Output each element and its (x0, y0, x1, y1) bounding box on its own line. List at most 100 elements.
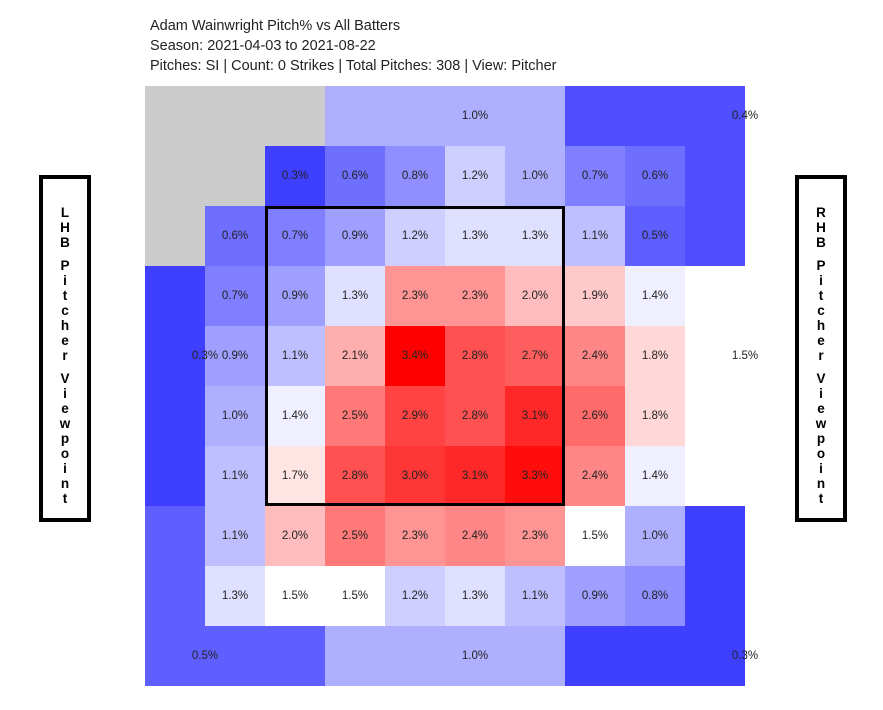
outer-zone-label: 0.3% (732, 650, 758, 662)
heatmap-cell (445, 386, 505, 446)
heatmap-cell (205, 206, 265, 266)
heatmap-cell (445, 146, 505, 206)
heatmap-cell-label: 0.7% (282, 230, 308, 242)
heatmap-cell (625, 146, 685, 206)
heatmap-cell (565, 146, 625, 206)
heatmap-cell (265, 386, 325, 446)
heatmap-cell-label: 1.3% (522, 230, 548, 242)
heatmap-cell-label: 1.3% (342, 290, 368, 302)
heatmap-cell (385, 506, 445, 566)
heatmap-cell (565, 566, 625, 626)
heatmap-cell-label: 0.9% (342, 230, 368, 242)
heatmap-cell (205, 386, 265, 446)
outer-zone-label: 0.5% (192, 650, 218, 662)
heatmap-cell (205, 446, 265, 506)
heatmap-cell (445, 566, 505, 626)
heatmap-cell (445, 446, 505, 506)
heatmap-cell-label: 0.6% (222, 230, 248, 242)
heatmap-cell-label: 1.8% (642, 410, 668, 422)
heatmap-cell (505, 326, 565, 386)
heatmap-cell (385, 266, 445, 326)
heatmap-cell (625, 326, 685, 386)
heatmap-cell-label: 1.0% (642, 530, 668, 542)
heatmap-cell (505, 206, 565, 266)
heatmap-cell-label: 2.6% (582, 410, 608, 422)
heatmap-cell-label: 1.3% (462, 590, 488, 602)
heatmap-cell-label: 2.1% (342, 350, 368, 362)
heatmap-cell-label: 1.5% (342, 590, 368, 602)
heatmap-cell (625, 506, 685, 566)
heatmap-cell-label: 2.4% (462, 530, 488, 542)
heatmap-cell-label: 0.9% (582, 590, 608, 602)
heatmap-cell-label: 1.7% (282, 470, 308, 482)
heatmap-cell (385, 446, 445, 506)
heatmap-cell (265, 206, 325, 266)
heatmap-cell-label: 1.2% (402, 590, 428, 602)
heatmap-cell (325, 206, 385, 266)
heatmap-cell (565, 206, 625, 266)
heatmap-cell-label: 1.4% (642, 470, 668, 482)
heatmap-cell (565, 506, 625, 566)
heatmap-cell-label: 1.2% (402, 230, 428, 242)
heatmap-cell (325, 146, 385, 206)
heatmap-cell-label: 2.5% (342, 410, 368, 422)
heatmap-cell-label: 1.1% (222, 470, 248, 482)
heatmap-cell-label: 0.6% (642, 170, 668, 182)
chart-titles: Adam Wainwright Pitch% vs All Batters Se… (150, 16, 556, 76)
heatmap-cell-label: 0.3% (282, 170, 308, 182)
heatmap-cell (625, 446, 685, 506)
heatmap-cell-label: 1.3% (222, 590, 248, 602)
heatmap-cell-label: 1.5% (582, 530, 608, 542)
heatmap-cell (385, 386, 445, 446)
heatmap-cell-label: 2.8% (462, 350, 488, 362)
outer-zone-label: 1.0% (462, 110, 488, 122)
heatmap-cell (385, 326, 445, 386)
heatmap-cell (565, 326, 625, 386)
heatmap-cell-label: 1.1% (282, 350, 308, 362)
heatmap-cell (325, 506, 385, 566)
heatmap-cell-label: 0.7% (582, 170, 608, 182)
heatmap-cell (445, 506, 505, 566)
heatmap-cell-label: 1.2% (462, 170, 488, 182)
outer-zone-label: 1.0% (462, 650, 488, 662)
heatmap-cell-label: 2.9% (402, 410, 428, 422)
heatmap-cell (565, 386, 625, 446)
heatmap-cell (265, 446, 325, 506)
heatmap-cell (505, 566, 565, 626)
heatmap-cell (385, 566, 445, 626)
heatmap-cell-label: 3.1% (462, 470, 488, 482)
heatmap-cell (625, 266, 685, 326)
heatmap-cell (625, 566, 685, 626)
heatmap-cell (205, 326, 265, 386)
outer-zone-label: 0.3% (192, 350, 218, 362)
heatmap-cell (325, 266, 385, 326)
heatmap-cell (265, 326, 325, 386)
heatmap-cell-label: 2.7% (522, 350, 548, 362)
heatmap-cell-label: 2.3% (522, 530, 548, 542)
heatmap-cell (325, 566, 385, 626)
heatmap-cell (505, 146, 565, 206)
heatmap-cell (505, 266, 565, 326)
heatmap-cell (265, 506, 325, 566)
heatmap-cell (565, 446, 625, 506)
heatmap-cell (565, 266, 625, 326)
heatmap-cell-label: 2.3% (462, 290, 488, 302)
heatmap-cell-label: 1.1% (222, 530, 248, 542)
heatmap-cell-label: 0.8% (642, 590, 668, 602)
heatmap-cell (265, 266, 325, 326)
heatmap-cell-label: 3.4% (402, 350, 428, 362)
heatmap-cell-label: 0.9% (222, 350, 248, 362)
outer-zone-label: 1.5% (732, 350, 758, 362)
heatmap-cell-label: 1.1% (582, 230, 608, 242)
heatmap-cell-label: 2.5% (342, 530, 368, 542)
heatmap-cell (385, 146, 445, 206)
heatmap-cell (625, 386, 685, 446)
heatmap-cell-label: 3.3% (522, 470, 548, 482)
heatmap-cell-label: 1.4% (642, 290, 668, 302)
heatmap-cell-label: 1.0% (522, 170, 548, 182)
heatmap-cell (265, 146, 325, 206)
heatmap-cell-label: 2.8% (462, 410, 488, 422)
heatmap-cell-label: 1.0% (222, 410, 248, 422)
